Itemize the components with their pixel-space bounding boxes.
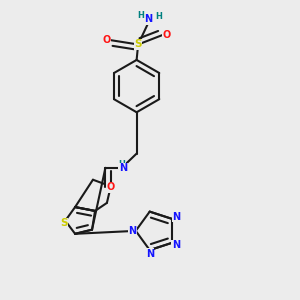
Text: O: O [162, 30, 170, 40]
Text: O: O [102, 35, 110, 45]
Text: H: H [137, 11, 144, 20]
Text: H: H [155, 12, 162, 21]
Text: S: S [60, 218, 68, 228]
Text: H: H [118, 160, 125, 169]
Text: N: N [119, 164, 127, 173]
Text: N: N [128, 226, 136, 236]
Text: S: S [134, 40, 142, 50]
Text: N: N [172, 212, 181, 222]
Text: N: N [146, 249, 154, 259]
Text: N: N [172, 240, 180, 250]
Text: N: N [145, 14, 153, 24]
Text: O: O [106, 182, 114, 193]
